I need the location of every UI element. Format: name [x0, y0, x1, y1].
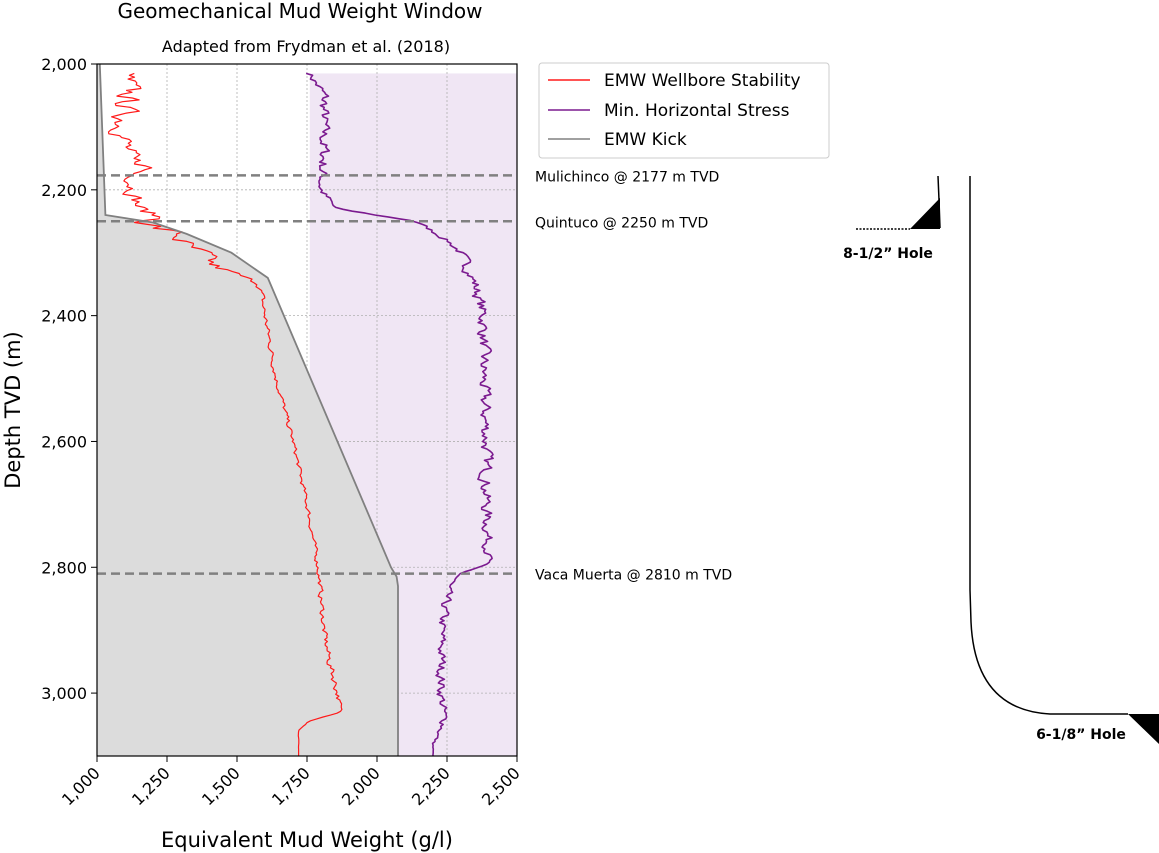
legend: EMW Wellbore Stability Min. Horizontal S… [538, 62, 830, 159]
x-tick-label: 1,750 [268, 763, 314, 809]
legend-label-emw-kick: EMW Kick [604, 130, 687, 150]
chart-subtitle: Adapted from Frydman et al. (2018) [162, 37, 450, 56]
x-tick-label: 2,500 [478, 763, 524, 809]
y-tick-label: 2,800 [41, 558, 87, 577]
series-layer [98, 64, 494, 756]
y-tick-label: 2,600 [41, 432, 87, 451]
legend-label-wellbore-stability: EMW Wellbore Stability [604, 71, 801, 91]
x-tick-label: 1,000 [58, 763, 104, 809]
y-axis-label: Depth TVD (m) [1, 331, 25, 489]
plot-area: Mulichinco @ 2177 m TVD Quintuco @ 2250 m… [96, 63, 732, 757]
well-schematic: 8-1/2” Hole 6-1/8” Hole [843, 175, 1159, 744]
x-tick-label: 2,000 [338, 763, 384, 809]
kick-fill-layer [97, 64, 398, 756]
casing-shoe-6-1-8 [1128, 714, 1159, 744]
chart-title: Geomechanical Mud Weight Window [117, 0, 482, 23]
kick-fill-area [97, 64, 398, 756]
formation-top-label: Mulichinco @ 2177 m TVD [535, 169, 719, 185]
formation-top-label: Vaca Muerta @ 2810 m TVD [535, 568, 732, 584]
x-axis-ticks: 1,000 1,250 1,500 1,750 2,000 2,250 2,500 [58, 756, 524, 809]
hole-label-8-5: 8-1/2” Hole [843, 246, 933, 262]
y-tick-label: 3,000 [41, 684, 87, 703]
x-tick-label: 1,500 [198, 763, 244, 809]
x-axis-label: Equivalent Mud Weight (g/l) [161, 828, 453, 852]
formation-tops-layer: Mulichinco @ 2177 m TVD Quintuco @ 2250 m… [97, 169, 732, 584]
x-tick-label: 2,250 [408, 763, 454, 809]
formation-top-label: Quintuco @ 2250 m TVD [535, 215, 708, 231]
casing-shoe-8-5 [910, 198, 940, 229]
hole-label-6-1-8: 6-1/8” Hole [1036, 727, 1126, 743]
series-line-wellbore-stability [107, 72, 343, 756]
legend-label-min-horizontal-stress: Min. Horizontal Stress [604, 101, 790, 121]
y-tick-label: 2,200 [41, 181, 87, 200]
y-tick-label: 2,000 [41, 55, 87, 74]
x-tick-label: 1,250 [128, 763, 174, 809]
legend-frame [538, 62, 830, 159]
series-line-min-horizontal-stress [305, 72, 494, 756]
wellbore-trajectory [969, 176, 1128, 715]
series-line-emw-kick [98, 64, 399, 756]
y-axis-ticks: 2,000 2,200 2,400 2,600 2,800 3,000 [41, 55, 97, 703]
y-tick-label: 2,400 [41, 307, 87, 326]
